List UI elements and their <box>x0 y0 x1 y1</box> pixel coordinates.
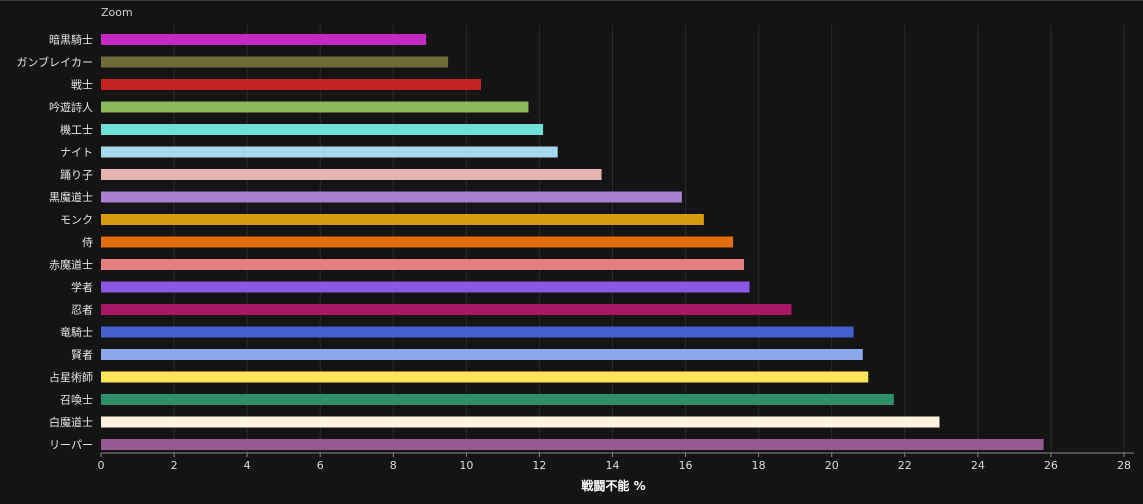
x-tick-label: 14 <box>606 459 620 472</box>
bar[interactable] <box>101 191 682 203</box>
category-label: モンク <box>60 214 93 227</box>
x-tick-label: 4 <box>244 459 251 472</box>
bar[interactable] <box>101 79 481 90</box>
bar[interactable] <box>101 34 427 45</box>
x-tick-label: 28 <box>1117 459 1131 472</box>
bar[interactable] <box>101 326 854 338</box>
category-label: 白魔道士 <box>49 415 93 429</box>
category-label: 黒魔道士 <box>49 190 93 204</box>
bars <box>101 34 1044 450</box>
bar[interactable] <box>101 124 544 135</box>
x-tick-label: 0 <box>98 459 105 472</box>
bar[interactable] <box>101 439 1044 450</box>
category-labels: 暗黒騎士ガンブレイカー戦士吟遊詩人機工士ナイト踊り子黒魔道士モンク侍赤魔道士学者… <box>16 33 93 452</box>
category-label: 暗黒騎士 <box>49 33 93 47</box>
category-label: 賢者 <box>71 349 93 362</box>
category-label: リーパー <box>49 439 93 452</box>
x-tick-label: 18 <box>752 459 766 472</box>
zoom-button[interactable]: Zoom <box>101 6 133 19</box>
category-label: ナイト <box>60 146 93 159</box>
category-label: 踊り子 <box>60 169 93 182</box>
x-tick-label: 8 <box>390 459 397 472</box>
x-tick-label: 16 <box>679 459 693 472</box>
bar[interactable] <box>101 304 792 315</box>
category-label: 占星術師 <box>49 370 93 384</box>
category-label: 機工士 <box>60 123 93 137</box>
x-axis-title: 戦闘不能 % <box>581 478 645 493</box>
x-tick-label: 26 <box>1044 459 1058 472</box>
x-tick-label: 22 <box>898 459 912 472</box>
bar[interactable] <box>101 236 734 248</box>
bar[interactable] <box>101 281 750 293</box>
category-label: 赤魔道士 <box>49 258 93 272</box>
category-label: 吟遊詩人 <box>49 100 93 114</box>
bar[interactable] <box>101 56 449 68</box>
bar[interactable] <box>101 259 745 270</box>
category-label: 学者 <box>71 280 93 294</box>
bar[interactable] <box>101 169 602 180</box>
bar[interactable] <box>101 416 940 428</box>
category-label: 侍 <box>82 236 93 249</box>
x-tick-label: 24 <box>971 459 985 472</box>
bar[interactable] <box>101 371 869 383</box>
category-label: 召喚士 <box>60 394 93 407</box>
bar[interactable] <box>101 214 704 225</box>
bar[interactable] <box>101 101 529 113</box>
category-label: 忍者 <box>71 304 93 317</box>
x-tick-label: 20 <box>825 459 839 472</box>
x-tick-label: 2 <box>171 459 178 472</box>
bar[interactable] <box>101 146 558 158</box>
category-label: 戦士 <box>71 79 93 92</box>
x-tick-label: 6 <box>317 459 324 472</box>
bar[interactable] <box>101 349 863 360</box>
bar[interactable] <box>101 394 894 405</box>
category-label: 竜騎士 <box>60 325 93 339</box>
x-tick-label: 12 <box>532 459 546 472</box>
category-label: ガンブレイカー <box>16 55 93 69</box>
x-tick-labels: 0 2 4 6 8 10 12 14 16 18 20 22 24 26 28 <box>98 453 1131 472</box>
x-tick-label: 10 <box>459 459 473 472</box>
